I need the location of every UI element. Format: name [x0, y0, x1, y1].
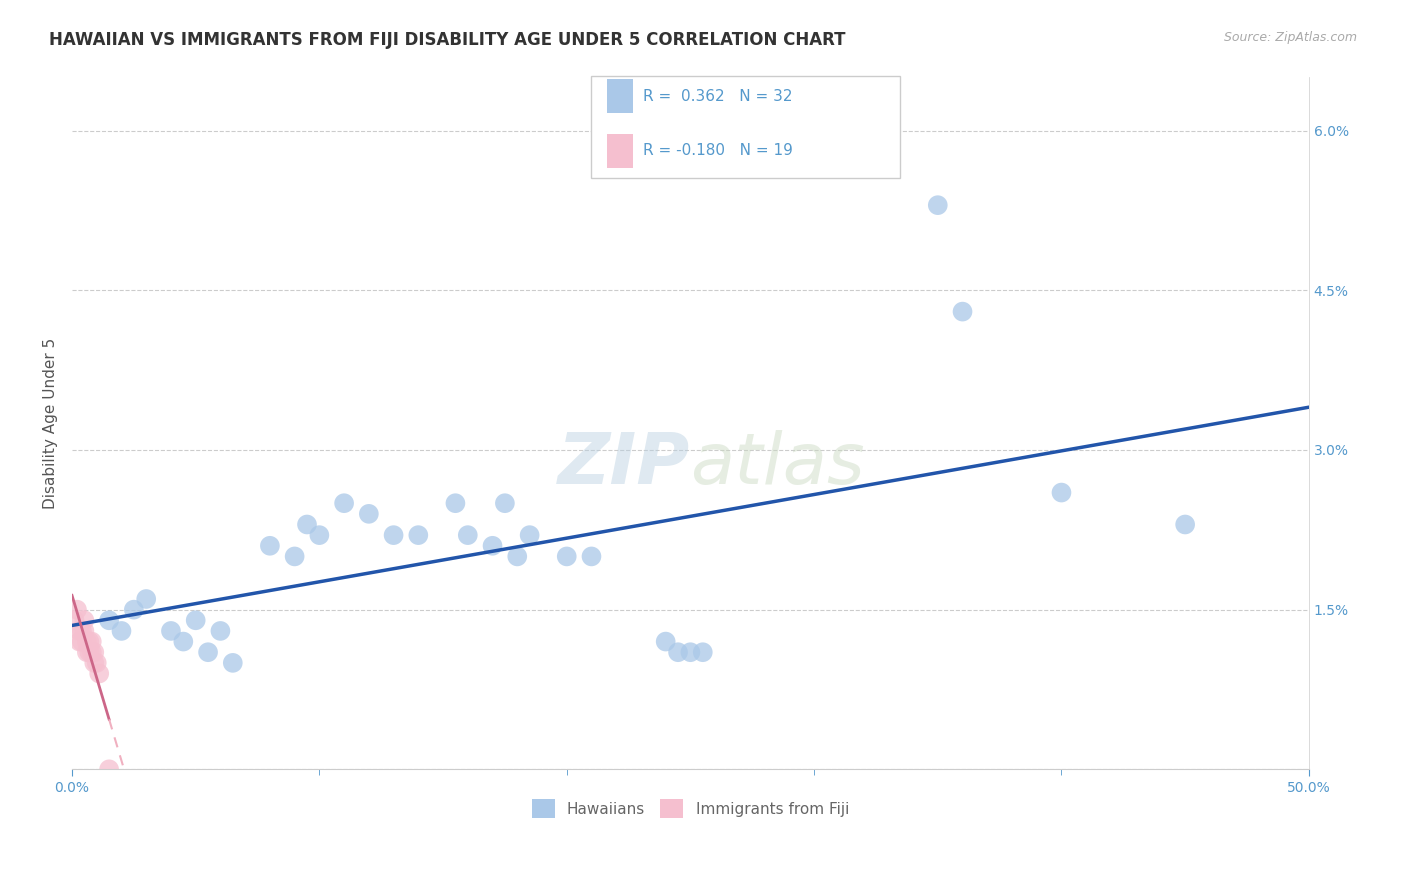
Point — [444, 496, 467, 510]
Point — [457, 528, 479, 542]
Text: ZIP: ZIP — [558, 430, 690, 500]
Point — [67, 634, 90, 648]
Point — [89, 666, 111, 681]
Point — [67, 624, 90, 638]
Point — [654, 634, 676, 648]
Point — [481, 539, 503, 553]
Point — [295, 517, 318, 532]
Point — [581, 549, 603, 564]
Point — [1174, 517, 1197, 532]
Point — [73, 624, 96, 638]
Point — [222, 656, 245, 670]
Point — [692, 645, 714, 659]
Point — [122, 602, 145, 616]
Point — [209, 624, 232, 638]
Point — [80, 645, 103, 659]
Point — [98, 613, 121, 627]
Text: R = -0.180   N = 19: R = -0.180 N = 19 — [643, 144, 793, 158]
Y-axis label: Disability Age Under 5: Disability Age Under 5 — [44, 338, 58, 509]
Point — [259, 539, 281, 553]
Point — [110, 624, 132, 638]
Point — [86, 656, 108, 670]
Point — [83, 645, 105, 659]
Point — [308, 528, 330, 542]
Point — [172, 634, 194, 648]
Point — [382, 528, 405, 542]
Point — [79, 645, 101, 659]
Point — [83, 656, 105, 670]
Point — [80, 634, 103, 648]
Point — [666, 645, 689, 659]
Point — [73, 613, 96, 627]
Point — [408, 528, 430, 542]
Point — [76, 634, 98, 648]
Text: Source: ZipAtlas.com: Source: ZipAtlas.com — [1223, 31, 1357, 45]
Point — [66, 602, 89, 616]
Point — [333, 496, 356, 510]
Legend: Hawaiians, Immigrants from Fiji: Hawaiians, Immigrants from Fiji — [526, 793, 855, 824]
Point — [98, 762, 121, 776]
Point — [197, 645, 219, 659]
Point — [506, 549, 529, 564]
Point — [135, 592, 157, 607]
Point — [927, 198, 949, 212]
Point — [184, 613, 207, 627]
Text: R =  0.362   N = 32: R = 0.362 N = 32 — [643, 89, 792, 103]
Text: HAWAIIAN VS IMMIGRANTS FROM FIJI DISABILITY AGE UNDER 5 CORRELATION CHART: HAWAIIAN VS IMMIGRANTS FROM FIJI DISABIL… — [49, 31, 846, 49]
Point — [160, 624, 183, 638]
Point — [679, 645, 702, 659]
Point — [70, 624, 93, 638]
Point — [284, 549, 307, 564]
Point — [555, 549, 578, 564]
Point — [357, 507, 380, 521]
Point — [76, 645, 98, 659]
Point — [494, 496, 516, 510]
Point — [79, 634, 101, 648]
Point — [1050, 485, 1073, 500]
Point — [63, 613, 86, 627]
Point — [952, 304, 974, 318]
Text: atlas: atlas — [690, 430, 865, 500]
Point — [70, 634, 93, 648]
Point — [519, 528, 541, 542]
